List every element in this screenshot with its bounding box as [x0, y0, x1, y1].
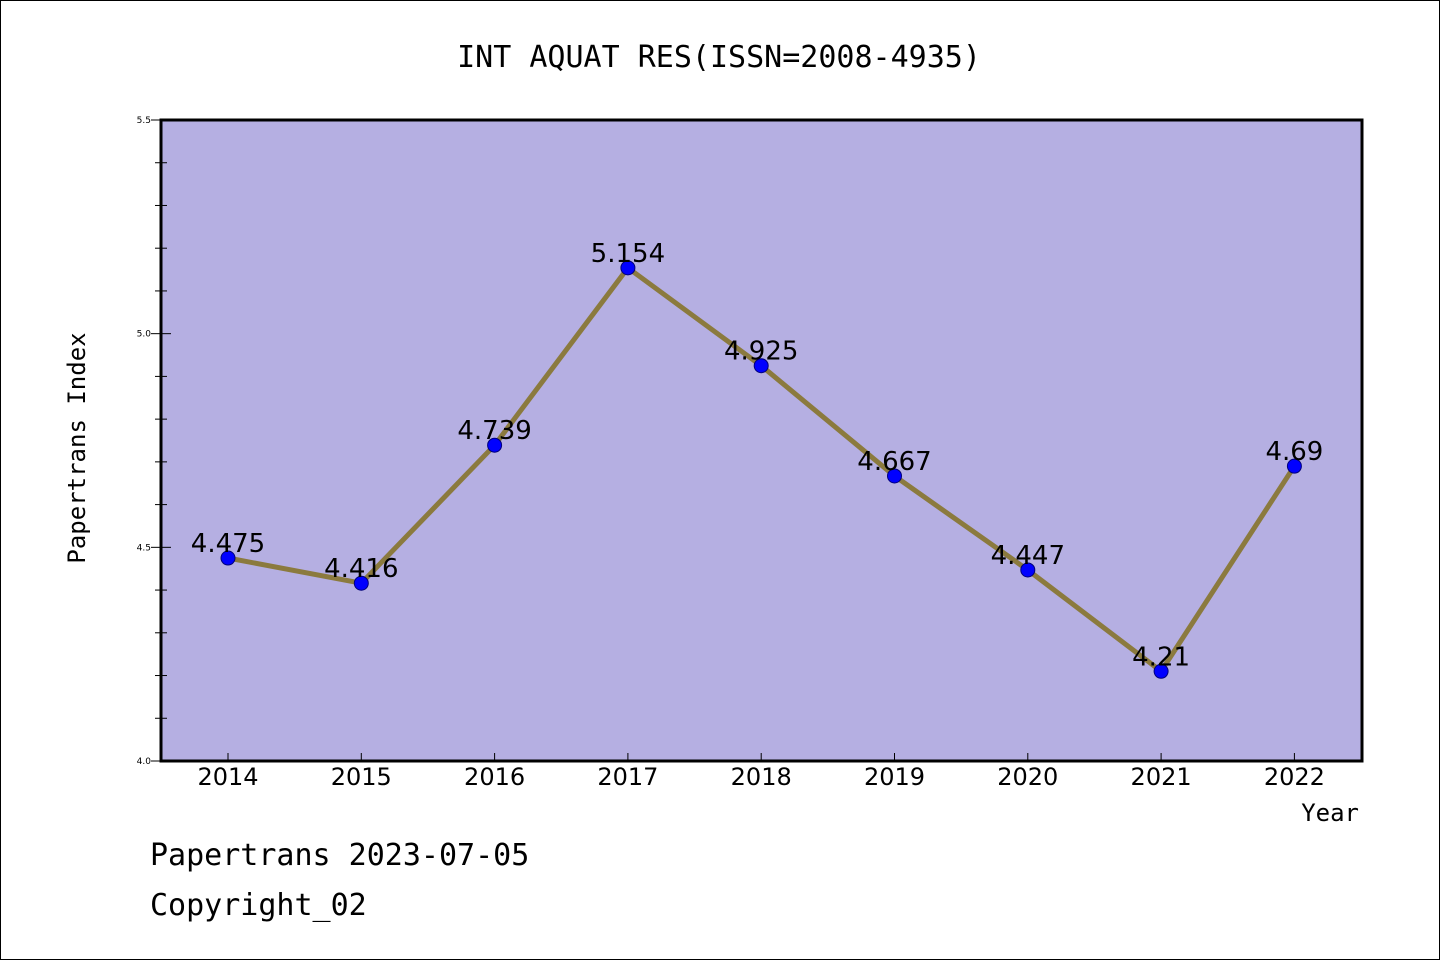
data-label: 4.475 — [191, 529, 265, 559]
footer-copyright: Copyright_02 — [150, 888, 367, 923]
data-label: 4.416 — [324, 554, 398, 584]
data-point — [353, 575, 369, 591]
data-point — [620, 260, 636, 276]
data-label: 4.667 — [857, 447, 931, 477]
data-point — [487, 437, 503, 453]
data-markers — [220, 260, 1302, 679]
data-point — [220, 550, 236, 566]
data-label: 5.154 — [591, 239, 665, 269]
data-point — [1286, 458, 1302, 474]
y-axis-label: Papertrans Index — [63, 332, 91, 563]
plot-area — [161, 120, 1362, 761]
y-tick-label: 5.0 — [137, 330, 152, 340]
y-tick-label: 4.5 — [137, 543, 151, 553]
data-label: 4.739 — [457, 416, 531, 446]
x-tick-label: 2014 — [197, 763, 258, 791]
data-labels: 4.475 4.416 4.739 5.154 4.925 4.667 4.447 4.21 4… — [191, 239, 1324, 672]
x-tick-label: 2020 — [997, 763, 1058, 791]
data-point — [753, 358, 769, 374]
data-label: 4.69 — [1265, 437, 1323, 467]
x-axis-label: Year — [1301, 799, 1359, 827]
data-point — [1020, 562, 1036, 578]
plot-frame — [159, 118, 1364, 763]
x-tick-label: 2017 — [597, 763, 658, 791]
x-tick-label: 2015 — [331, 763, 392, 791]
axis-ticks — [151, 119, 1295, 762]
chart-title: INT AQUAT RES(ISSN=2008-4935) — [457, 40, 981, 75]
x-tick-label: 2018 — [731, 763, 792, 791]
data-label: 4.925 — [724, 337, 798, 367]
data-point — [887, 468, 902, 484]
y-tick-label: 4.0 — [137, 757, 152, 767]
y-tick-label: 5.5 — [137, 116, 151, 126]
data-point — [1153, 663, 1169, 679]
x-tick-labels: 2014 2015 2016 2017 2018 2019 2020 2021 2022 — [197, 763, 1324, 791]
x-tick-label: 2022 — [1264, 763, 1325, 791]
x-tick-label: 2019 — [864, 763, 925, 791]
x-tick-label: 2021 — [1131, 763, 1192, 791]
footer-date: Papertrans 2023-07-05 — [150, 838, 529, 873]
data-label: 4.447 — [991, 541, 1065, 571]
y-tick-labels: 4.0 4.5 5.0 5.5 — [137, 116, 152, 767]
x-tick-label: 2016 — [464, 763, 525, 791]
data-label: 4.21 — [1132, 642, 1190, 672]
